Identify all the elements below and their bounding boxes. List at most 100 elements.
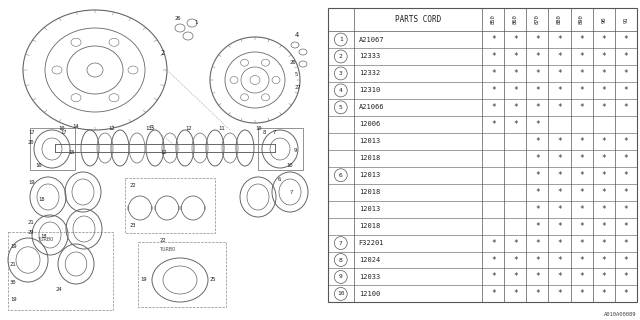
Text: *: * (623, 52, 628, 61)
Text: *: * (491, 52, 495, 61)
Text: A21066: A21066 (358, 104, 384, 110)
Text: 6: 6 (339, 173, 342, 178)
Text: *: * (557, 238, 562, 248)
Text: 12333: 12333 (358, 53, 380, 60)
Text: *: * (491, 272, 495, 282)
Text: *: * (602, 171, 606, 180)
Text: 12006: 12006 (358, 121, 380, 127)
Text: 1: 1 (194, 20, 197, 25)
Text: 11: 11 (218, 126, 225, 131)
Text: *: * (557, 289, 562, 299)
Text: *: * (579, 137, 584, 146)
Text: *: * (513, 103, 518, 112)
Text: *: * (535, 86, 540, 95)
Text: *: * (491, 35, 495, 44)
Text: 20: 20 (28, 140, 35, 145)
Text: 21: 21 (10, 262, 17, 267)
Text: *: * (579, 289, 584, 299)
Text: 19: 19 (10, 297, 17, 302)
Text: *: * (623, 86, 628, 95)
Text: 26: 26 (175, 16, 182, 21)
Text: *: * (513, 120, 518, 129)
Text: *: * (602, 154, 606, 163)
Text: 1: 1 (339, 37, 342, 42)
Text: *: * (535, 272, 540, 282)
Bar (258, 128, 303, 170)
Text: 12018: 12018 (358, 155, 380, 161)
Text: *: * (602, 238, 606, 248)
Text: 870: 870 (535, 15, 540, 24)
Text: 6: 6 (278, 177, 281, 182)
Text: *: * (579, 52, 584, 61)
Text: 18: 18 (38, 197, 45, 202)
Text: *: * (602, 86, 606, 95)
Text: 17: 17 (28, 130, 35, 135)
Text: *: * (579, 103, 584, 112)
Text: 12033: 12033 (358, 274, 380, 280)
Text: 5: 5 (339, 105, 342, 110)
Text: *: * (513, 289, 518, 299)
Text: *: * (535, 188, 540, 197)
Bar (138, 242, 226, 307)
Text: *: * (535, 69, 540, 78)
Text: *: * (579, 35, 584, 44)
Text: *: * (491, 238, 495, 248)
Text: 15: 15 (68, 150, 74, 155)
Text: 25: 25 (210, 277, 216, 282)
Text: *: * (579, 238, 584, 248)
Text: 29: 29 (28, 230, 35, 235)
Text: *: * (535, 255, 540, 265)
Text: *: * (602, 204, 606, 214)
Text: *: * (557, 103, 562, 112)
Text: 12024: 12024 (358, 257, 380, 263)
Text: 10: 10 (255, 126, 262, 131)
Text: *: * (579, 204, 584, 214)
Text: *: * (557, 272, 562, 282)
Text: *: * (602, 137, 606, 146)
Text: *: * (602, 221, 606, 231)
Text: PARTS CORD: PARTS CORD (395, 15, 441, 24)
Text: *: * (623, 154, 628, 163)
Text: *: * (535, 52, 540, 61)
Text: *: * (579, 69, 584, 78)
Text: 21: 21 (28, 220, 35, 225)
Text: *: * (557, 188, 562, 197)
Text: 4: 4 (339, 88, 342, 93)
Text: 14: 14 (72, 124, 79, 129)
Text: *: * (602, 52, 606, 61)
Text: *: * (602, 188, 606, 197)
Text: 30: 30 (10, 280, 17, 285)
Text: 12018: 12018 (358, 189, 380, 195)
Text: 860: 860 (513, 15, 518, 24)
Text: 12: 12 (185, 126, 191, 131)
Text: 26: 26 (290, 60, 296, 65)
Text: 18: 18 (40, 234, 47, 239)
Text: *: * (579, 255, 584, 265)
Text: *: * (557, 86, 562, 95)
Text: 19: 19 (28, 180, 35, 185)
Text: 12: 12 (160, 150, 166, 155)
Text: *: * (623, 69, 628, 78)
Text: *: * (623, 221, 628, 231)
Text: *: * (557, 204, 562, 214)
Text: *: * (535, 35, 540, 44)
Text: 12018: 12018 (358, 223, 380, 229)
Text: *: * (557, 171, 562, 180)
Bar (8, 232, 113, 310)
Text: *: * (623, 272, 628, 282)
Text: 90: 90 (601, 16, 606, 23)
Text: *: * (535, 120, 540, 129)
Text: 23: 23 (130, 223, 136, 228)
Text: *: * (602, 35, 606, 44)
Text: *: * (513, 35, 518, 44)
Text: *: * (535, 137, 540, 146)
Text: 12332: 12332 (358, 70, 380, 76)
Text: 3: 3 (339, 71, 342, 76)
Text: *: * (623, 35, 628, 44)
Text: *: * (623, 137, 628, 146)
Text: 12100: 12100 (358, 291, 380, 297)
Text: *: * (513, 255, 518, 265)
Text: A010A00089: A010A00089 (604, 312, 637, 317)
Text: TURBO: TURBO (38, 237, 54, 242)
Text: *: * (623, 171, 628, 180)
